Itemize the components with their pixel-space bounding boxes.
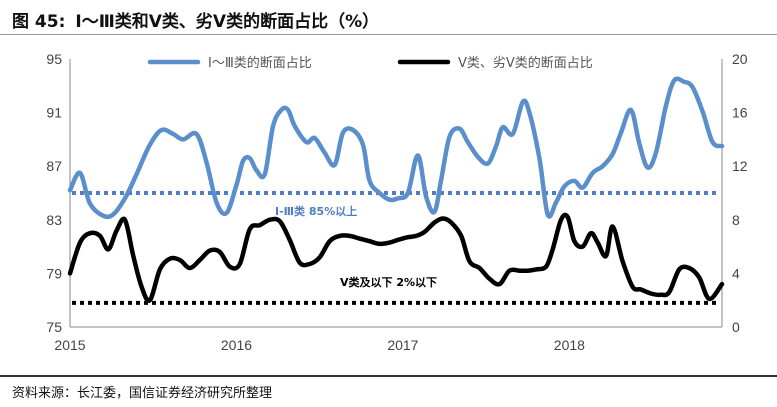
source-note: 资料来源：长江委，国信证券经济研究所整理 xyxy=(12,386,273,401)
figure-title-text: Ⅰ～Ⅲ类和Ⅴ类、劣Ⅴ类的断面占比（%） xyxy=(75,12,380,32)
x-tick-label: 2015 xyxy=(54,337,85,353)
y-left-tick-label: 79 xyxy=(46,265,62,281)
reference-lines: Ⅰ-Ⅲ类 85%以上 Ⅴ类及以下 2%以下 xyxy=(72,191,720,305)
legend: Ⅰ～Ⅲ类的断面占比 Ⅴ类、劣Ⅴ类的断面占比 xyxy=(147,55,593,71)
series-line-class-1-3 xyxy=(67,76,725,220)
legend-label: Ⅴ类、劣Ⅴ类的断面占比 xyxy=(458,55,593,71)
y-left-tick-label: 87 xyxy=(46,158,62,174)
y-right-tick-label: 20 xyxy=(732,51,748,67)
y-left-tick-label: 91 xyxy=(46,105,62,121)
axes: 75 79 83 87 91 95 0 4 8 12 16 20 2015 2016 2017 2018 xyxy=(46,51,747,353)
figure-title: 图 45: Ⅰ～Ⅲ类和Ⅴ类、劣Ⅴ类的断面占比（%） xyxy=(12,7,379,32)
series-group xyxy=(67,76,725,304)
y-left-tick-label: 83 xyxy=(46,212,62,228)
footer-divider xyxy=(0,375,777,377)
x-tick-label: 2016 xyxy=(221,337,252,353)
reference-label: Ⅴ类及以下 2%以下 xyxy=(340,275,437,289)
series-line-class-5 xyxy=(67,212,725,304)
legend-label: Ⅰ～Ⅲ类的断面占比 xyxy=(208,55,312,71)
line-chart: 75 79 83 87 91 95 0 4 8 12 16 20 2015 2016 2017 2018 Ⅰ-… xyxy=(46,51,747,353)
reference-label: Ⅰ-Ⅲ类 85%以上 xyxy=(275,204,357,218)
y-right-tick-label: 8 xyxy=(732,212,740,228)
x-tick-label: 2017 xyxy=(387,337,418,353)
y-left-tick-label: 95 xyxy=(46,51,62,67)
y-right-tick-label: 12 xyxy=(732,158,748,174)
reference-label-bg xyxy=(271,202,405,219)
x-tick-label: 2018 xyxy=(554,337,585,353)
title-bar: 图 45: Ⅰ～Ⅲ类和Ⅴ类、劣Ⅴ类的断面占比（%） xyxy=(0,0,777,35)
y-right-tick-label: 4 xyxy=(732,265,740,281)
figure-label: 图 45: xyxy=(12,12,66,32)
reference-label-bg xyxy=(336,272,476,290)
y-right-tick-label: 0 xyxy=(732,319,740,335)
y-left-tick-label: 75 xyxy=(46,319,62,335)
y-right-tick-label: 16 xyxy=(732,105,748,121)
